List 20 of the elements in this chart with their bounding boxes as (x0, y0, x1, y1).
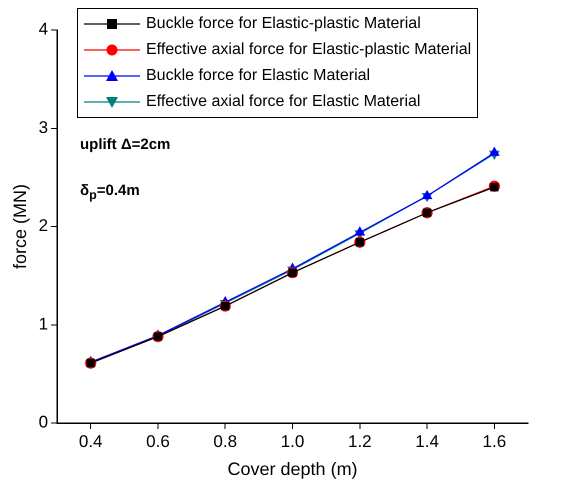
legend-label: Effective axial force for Elastic-plastic Material (146, 41, 472, 59)
y-tick-label: 1 (38, 314, 48, 334)
y-tick-label: 2 (38, 216, 48, 236)
y-tick-label: 4 (38, 20, 48, 39)
x-tick-label: 1.4 (415, 432, 439, 451)
x-tick-label: 0.4 (78, 432, 103, 451)
legend-label: Buckle force for Elastic Material (146, 67, 370, 85)
legend-label: Effective axial force for Elastic Material (146, 93, 420, 111)
annotation: δ$_{p}$=0.4m (80, 182, 140, 202)
x-tick-label: 0.6 (146, 432, 170, 451)
annotation: uplift Δ=2cm (80, 136, 170, 153)
x-axis-title: Cover depth (m) (228, 459, 358, 480)
y-tick-label: 3 (38, 118, 48, 137)
x-tick-label: 1.6 (482, 432, 506, 451)
y-axis-title: force (MN) (10, 184, 30, 269)
y-tick-label: 0 (38, 412, 48, 432)
x-tick-label: 1.2 (348, 432, 372, 451)
x-tick-label: 1.0 (280, 432, 304, 451)
x-tick-label: 0.8 (213, 432, 238, 451)
legend-label: Buckle force for Elastic-plastic Material (146, 15, 421, 33)
